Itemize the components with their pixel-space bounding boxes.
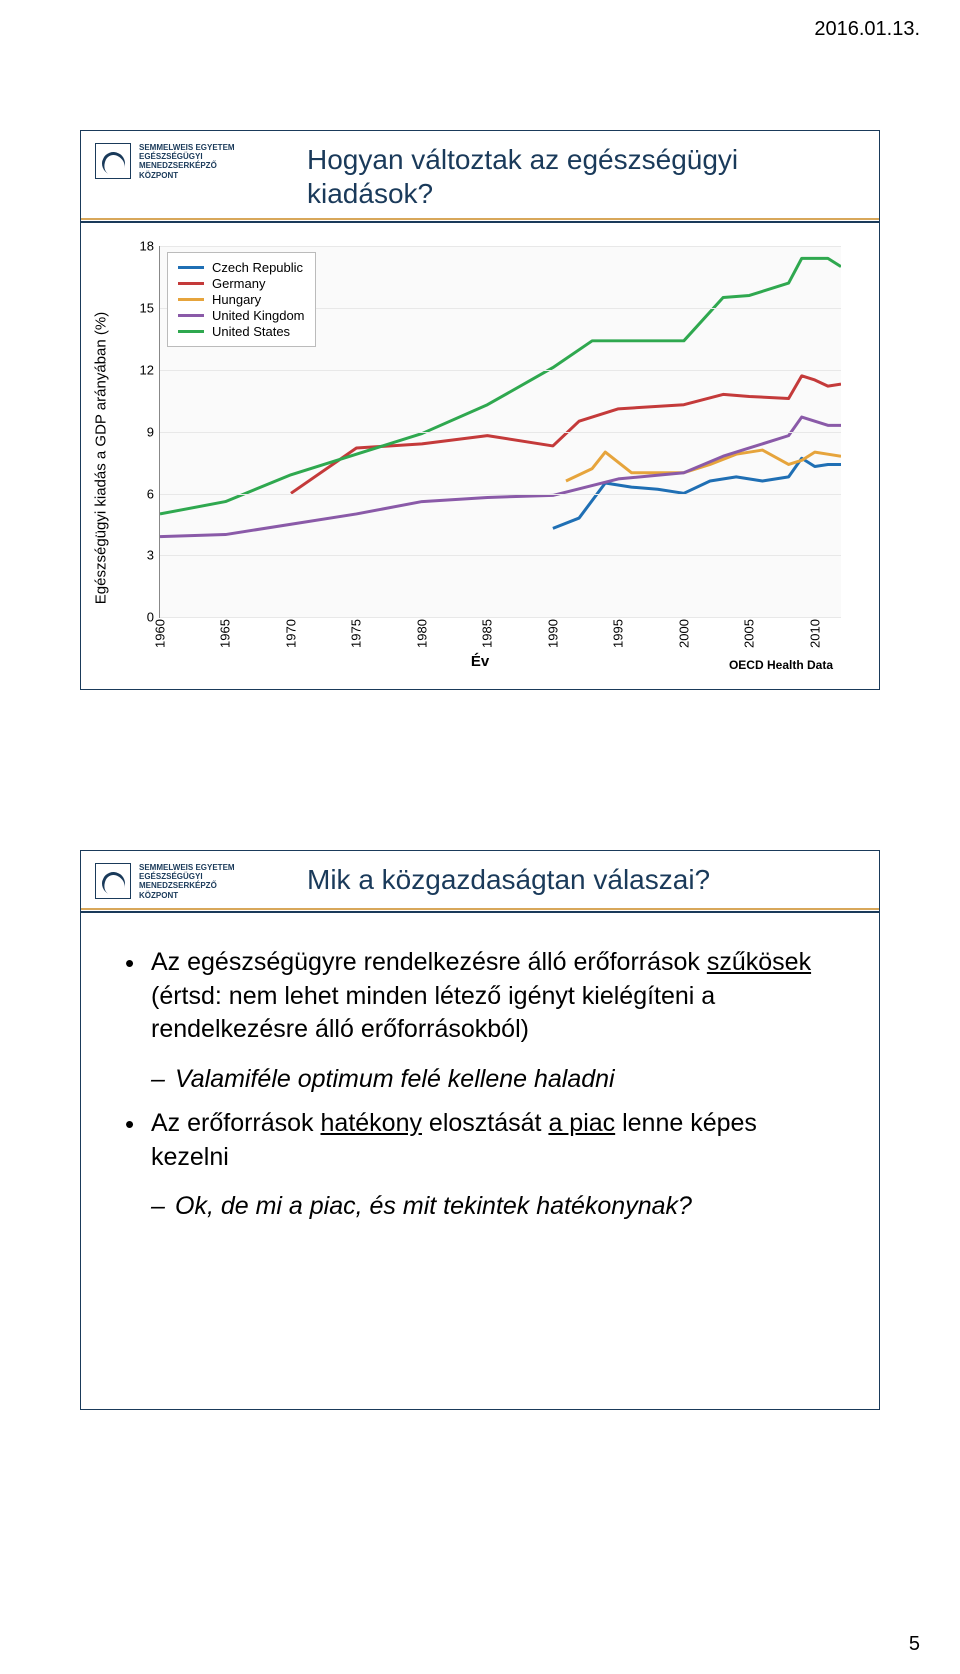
chart-source: OECD Health Data (729, 658, 833, 672)
logo-icon (95, 143, 131, 179)
logo-line: SEMMELWEIS EGYETEM (139, 143, 235, 152)
logo-line: KÖZPONT (139, 171, 235, 180)
y-tick: 6 (124, 486, 154, 501)
bullet-2: Az erőforrások hatékony elosztását a pia… (125, 1107, 835, 1175)
legend-swatch (178, 330, 204, 333)
y-tick: 12 (124, 362, 154, 377)
slide-2-title: Mik a közgazdaságtan válaszai? (295, 863, 861, 897)
x-tick: 1975 (349, 619, 364, 648)
x-tick: 1970 (283, 619, 298, 648)
page-date: 2016.01.13. (814, 18, 920, 41)
logo-text: SEMMELWEIS EGYETEM EGÉSZSÉGÜGYI MENEDZSE… (139, 863, 235, 900)
x-tick: 1995 (611, 619, 626, 648)
logo: SEMMELWEIS EGYETEM EGÉSZSÉGÜGYI MENEDZSE… (95, 863, 295, 900)
y-tick: 3 (124, 548, 154, 563)
x-tick: 2000 (676, 619, 691, 648)
legend-label: Hungary (212, 292, 261, 307)
text-underline: a piac (548, 1109, 615, 1137)
bullet-1: Az egészségügyre rendelkezésre álló erőf… (125, 946, 835, 1047)
page-number: 5 (909, 1633, 920, 1656)
text: Az erőforrások (151, 1109, 321, 1137)
x-tick: 1960 (153, 619, 168, 648)
text-underline: hatékony (321, 1109, 422, 1137)
slide-2-body: Az egészségügyre rendelkezésre álló erőf… (81, 910, 879, 1254)
legend-item: Czech Republic (178, 260, 305, 275)
y-tick: 0 (124, 610, 154, 625)
text-underline: szűkösek (707, 948, 811, 976)
legend-label: Germany (212, 276, 265, 291)
logo-line: MENEDZSERKÉPZŐ (139, 161, 235, 170)
text: elosztását (422, 1109, 548, 1137)
logo-line: SEMMELWEIS EGYETEM (139, 863, 235, 872)
logo-line: MENEDZSERKÉPZŐ (139, 881, 235, 890)
sub-bullet-2: Ok, de mi a piac, és mit tekintek hatéko… (125, 1190, 835, 1224)
legend-label: United States (212, 324, 290, 339)
text: Az egészségügyre rendelkezésre álló erőf… (151, 948, 707, 976)
legend-item: Germany (178, 276, 305, 291)
x-tick: 2010 (807, 619, 822, 648)
slide-1-header: SEMMELWEIS EGYETEM EGÉSZSÉGÜGYI MENEDZSE… (81, 131, 879, 220)
legend-swatch (178, 314, 204, 317)
x-axis-label: Év (471, 653, 489, 670)
logo-line: KÖZPONT (139, 891, 235, 900)
logo: SEMMELWEIS EGYETEM EGÉSZSÉGÜGYI MENEDZSE… (95, 143, 295, 180)
logo-text: SEMMELWEIS EGYETEM EGÉSZSÉGÜGYI MENEDZSE… (139, 143, 235, 180)
legend-swatch (178, 298, 204, 301)
legend-item: Hungary (178, 292, 305, 307)
slide-1: SEMMELWEIS EGYETEM EGÉSZSÉGÜGYI MENEDZSE… (80, 130, 880, 690)
chart-legend: Czech RepublicGermanyHungaryUnited Kingd… (167, 252, 316, 347)
legend-label: Czech Republic (212, 260, 303, 275)
x-tick: 1985 (480, 619, 495, 648)
logo-line: EGÉSZSÉGÜGYI (139, 152, 235, 161)
legend-swatch (178, 266, 204, 269)
legend-item: United Kingdom (178, 308, 305, 323)
x-tick: 1965 (218, 619, 233, 648)
y-axis-label: Egészségügyi kiadás a GDP arányában (%) (93, 312, 110, 604)
y-tick: 15 (124, 301, 154, 316)
sub-bullet-1: Valamiféle optimum felé kellene haladni (125, 1063, 835, 1097)
logo-line: EGÉSZSÉGÜGYI (139, 872, 235, 881)
y-tick: 9 (124, 424, 154, 439)
x-tick: 1980 (414, 619, 429, 648)
slide-2: SEMMELWEIS EGYETEM EGÉSZSÉGÜGYI MENEDZSE… (80, 850, 880, 1410)
legend-label: United Kingdom (212, 308, 305, 323)
logo-icon (95, 863, 131, 899)
legend-swatch (178, 282, 204, 285)
text: (értsd: nem lehet minden létező igényt k… (151, 982, 715, 1044)
y-tick: 18 (124, 239, 154, 254)
slide-1-title: Hogyan változtak az egészségügyi kiadáso… (295, 143, 861, 210)
x-tick: 2005 (742, 619, 757, 648)
x-tick: 1990 (545, 619, 560, 648)
slide-2-header: SEMMELWEIS EGYETEM EGÉSZSÉGÜGYI MENEDZSE… (81, 851, 879, 910)
legend-item: United States (178, 324, 305, 339)
chart-area: Egészségügyi kiadás a GDP arányában (%) … (109, 238, 851, 678)
